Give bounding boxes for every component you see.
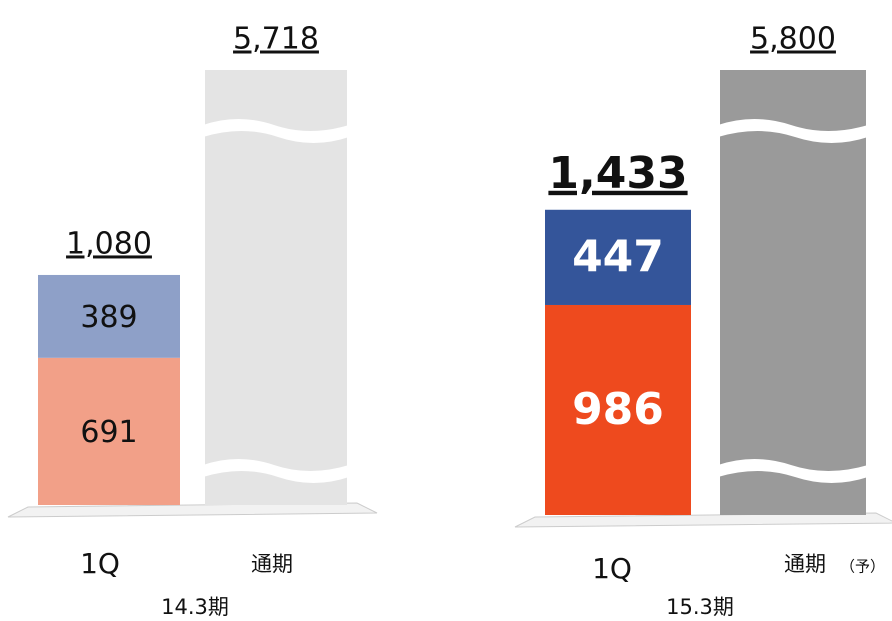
value-label: 447	[572, 231, 664, 282]
category-note: （予）	[840, 558, 885, 576]
x-tick-label: 1Q	[592, 552, 632, 585]
axis-break	[203, 119, 349, 143]
total-label: 5,800	[750, 22, 836, 57]
period-label: 14.3期	[161, 595, 229, 619]
x-tick-label: 通期	[251, 552, 293, 576]
bar-segment	[545, 209, 691, 305]
value-label: 986	[572, 384, 664, 435]
total-label: 5,718	[233, 22, 319, 57]
period-label: 15.3期	[666, 595, 734, 619]
axis-break	[718, 119, 868, 143]
x-tick-label: 1Q	[80, 547, 120, 580]
axis-break	[203, 459, 349, 483]
floor	[7, 502, 378, 518]
value-label: 389	[80, 300, 137, 335]
value-label: 691	[80, 415, 137, 450]
axis-break	[718, 459, 868, 483]
x-tick-label: 通期	[784, 552, 826, 576]
bar-segment	[545, 304, 691, 515]
full-year-bar	[720, 70, 866, 515]
total-label: 1,080	[66, 226, 152, 261]
bar-segment	[38, 274, 180, 358]
total-label: 1,433	[548, 148, 687, 199]
bar-segment	[38, 357, 180, 505]
floor	[514, 512, 892, 528]
